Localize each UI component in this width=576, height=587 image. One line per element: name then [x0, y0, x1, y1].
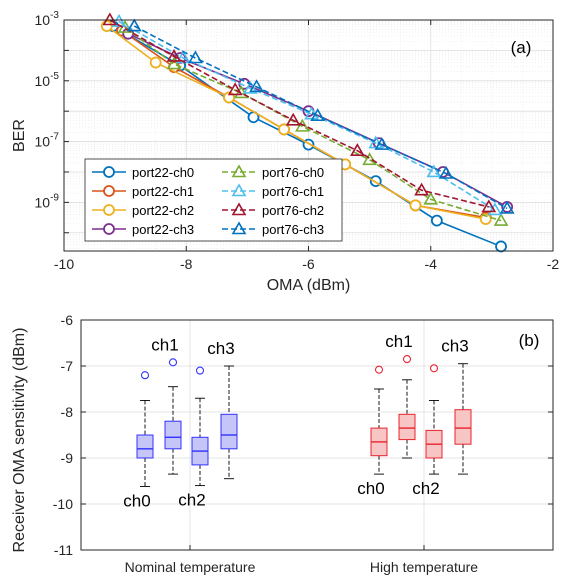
data-point-port22-ch0 — [430, 214, 443, 227]
box-high-ch3 — [454, 409, 472, 445]
outlier-high-ch1 — [402, 355, 412, 364]
outlier-nominal-ch1 — [168, 358, 178, 367]
box-label-high-ch1: ch1 — [385, 332, 412, 351]
data-point-port76-ch1 — [487, 202, 503, 216]
series-line-port76-ch2 — [109, 19, 490, 208]
data-point-port76-ch1 — [175, 50, 191, 64]
data-point-port76-ch3 — [499, 200, 515, 214]
box-label-high-ch3: ch3 — [441, 337, 468, 356]
x-category-label: Nominal temperature — [125, 559, 256, 575]
box-label-nominal-ch1: ch1 — [151, 335, 178, 354]
y-tick-label: -10 — [53, 496, 73, 512]
data-point-port22-ch2 — [409, 199, 422, 212]
y-tick-label: -8 — [61, 404, 74, 420]
box-label-nominal-ch0: ch0 — [123, 492, 150, 511]
x-tick-label: -4 — [425, 256, 438, 272]
y-axis-label-b: Receiver OMA sensitivity (dBm) — [11, 328, 28, 553]
box-nominal-ch0 — [136, 434, 154, 459]
legend-marker-port22-ch1 — [103, 185, 115, 197]
data-point-port76-ch3 — [126, 18, 142, 32]
data-point-port22-ch0 — [495, 240, 507, 253]
legend-marker-port76-ch2 — [231, 202, 247, 216]
legend-label-port76-ch0: port76-ch0 — [262, 165, 324, 180]
data-point-port76-ch2 — [414, 182, 429, 196]
legend-marker-port22-ch0 — [103, 166, 115, 178]
data-point-port76-ch2 — [481, 199, 497, 213]
series-line-port76-ch0 — [124, 26, 502, 222]
data-point-port76-ch1 — [426, 164, 442, 178]
legend-box — [84, 158, 343, 242]
box-nominal-ch1 — [164, 420, 182, 450]
y-tick-label: -7 — [61, 358, 74, 374]
panel-label-b: (b) — [519, 331, 540, 350]
x-tick-label: -8 — [180, 256, 193, 272]
legend-label-port22-ch1: port22-ch1 — [132, 184, 194, 199]
data-point-port22-ch2 — [278, 123, 290, 136]
legend-label-port76-ch3: port76-ch3 — [262, 222, 324, 237]
plot-area-b — [81, 320, 553, 550]
series-line-port76-ch3 — [133, 25, 508, 210]
data-point-port76-ch0 — [493, 212, 509, 226]
legend-marker-port76-ch3 — [231, 221, 247, 235]
y-tick-label: 10-3 — [35, 10, 60, 28]
legend-label-port22-ch2: port22-ch2 — [132, 203, 194, 218]
data-point-port76-ch3 — [249, 79, 264, 93]
box-label-nominal-ch3: ch3 — [207, 339, 234, 358]
box-high-ch1 — [398, 413, 416, 441]
x-category-label: High temperature — [370, 559, 478, 575]
data-point-port76-ch3 — [310, 108, 326, 122]
data-point-port76-ch2 — [166, 48, 182, 62]
data-point-port76-ch0 — [295, 118, 310, 132]
box-label-high-ch2: ch2 — [412, 479, 439, 498]
data-point-port76-ch3 — [374, 137, 390, 150]
y-tick-label: 10-7 — [35, 132, 60, 150]
data-point-port76-ch0 — [423, 191, 439, 205]
y-tick-label: -9 — [61, 450, 74, 466]
y-tick-label: 10-9 — [35, 192, 60, 210]
y-tick-label: 10-5 — [35, 71, 60, 89]
data-point-port76-ch0 — [362, 152, 378, 166]
axes-box-b — [80, 319, 554, 551]
data-point-port22-ch2 — [479, 213, 492, 225]
data-point-port22-ch2 — [149, 56, 162, 69]
legend-marker-port76-ch1 — [231, 183, 247, 197]
x-tick-label: -6 — [302, 256, 315, 272]
y-axis-label-a: BER — [11, 119, 28, 152]
y-tick-label: -6 — [61, 312, 74, 328]
panel-a-ber-chart: -10 -8 -6 -4 -2 10-3 10-5 10-7 10-9 OMA (dBm) BER (… — [11, 10, 559, 294]
outlier-high-ch0 — [374, 365, 384, 374]
box-label-high-ch0: ch0 — [357, 479, 384, 498]
data-point-port76-ch3 — [188, 50, 203, 64]
data-point-port76-ch3 — [438, 165, 454, 179]
x-tick-label: -2 — [547, 256, 560, 272]
legend-label-port22-ch0: port22-ch0 — [132, 165, 194, 180]
legend-marker-port22-ch3 — [103, 223, 115, 235]
x-tick-label: -10 — [54, 256, 74, 272]
series-line-port76-ch1 — [118, 20, 496, 211]
data-point-port76-ch2 — [227, 82, 243, 96]
data-point-port76-ch2 — [102, 12, 118, 26]
box-label-nominal-ch2: ch2 — [178, 491, 205, 510]
legend-label-port76-ch1: port76-ch1 — [262, 184, 324, 199]
data-point-port22-ch2 — [100, 20, 113, 32]
outlier-nominal-ch2 — [195, 366, 205, 375]
legend-label-port22-ch3: port22-ch3 — [132, 222, 194, 237]
legend-label-port76-ch2: port76-ch2 — [262, 203, 324, 218]
data-point-port76-ch2 — [350, 143, 365, 156]
data-point-port76-ch2 — [285, 112, 301, 126]
legend-marker-port76-ch0 — [231, 164, 247, 178]
data-point-port76-ch0 — [166, 56, 182, 70]
panel-label-a: (a) — [511, 38, 532, 57]
legend-marker-port22-ch2 — [103, 204, 115, 216]
outlier-nominal-ch0 — [140, 371, 150, 380]
x-axis-label-a: OMA (dBm) — [267, 277, 351, 294]
y-tick-label: -11 — [54, 542, 73, 558]
outlier-high-ch2 — [429, 364, 439, 373]
box-nominal-ch3 — [220, 413, 238, 450]
panel-b-box-chart: ch0 ch1 ch2 ch3 ch0 ch1 ch2 ch3 -11 -10 -9 -8 -7 -6 No… — [11, 312, 554, 575]
